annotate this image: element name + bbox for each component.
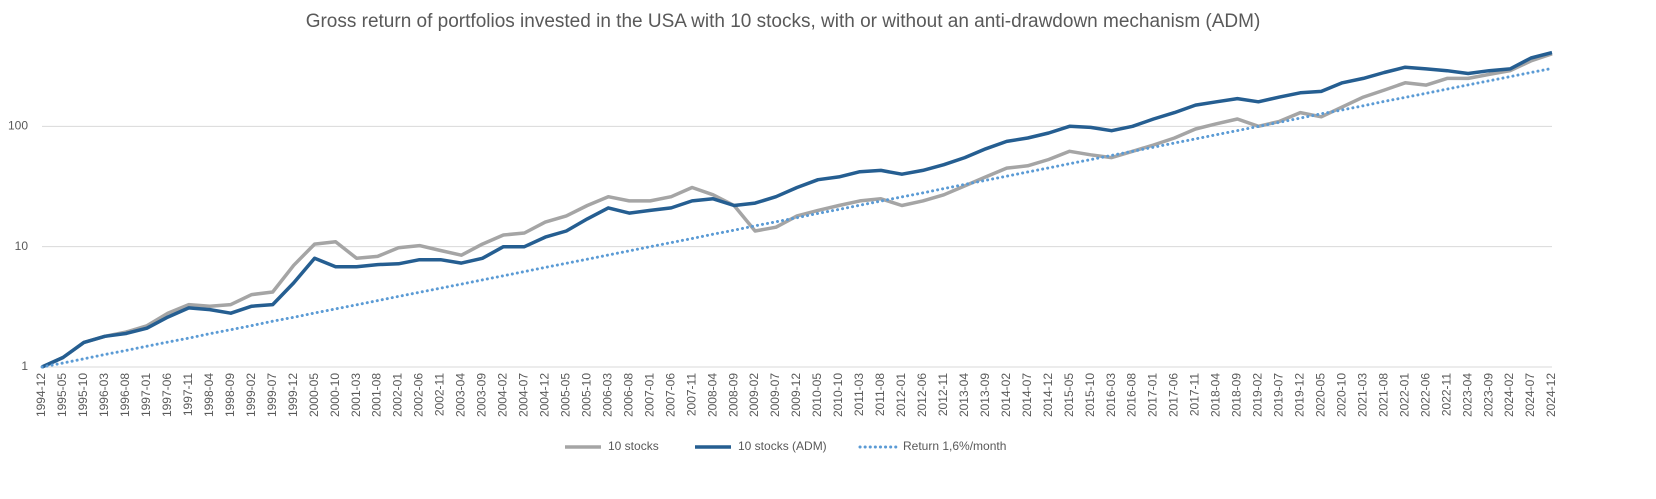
- chart-title: Gross return of portfolios invested in t…: [306, 11, 1261, 32]
- x-tick-label: 2002-06: [412, 373, 426, 417]
- x-tick-label: 2011-08: [873, 373, 887, 416]
- series-line: [40, 66, 1554, 369]
- x-tick-label: 1999-12: [286, 373, 300, 417]
- x-tick-label: 1997-06: [160, 373, 174, 417]
- x-tick-label: 2001-08: [370, 373, 384, 417]
- x-tick-label: 2006-03: [600, 373, 614, 417]
- x-tick-label: 2023-04: [1460, 373, 1474, 417]
- x-tick-label: 1995-05: [55, 373, 69, 417]
- y-tick-label: 10: [15, 239, 29, 253]
- x-tick-label: 2010-05: [810, 373, 824, 417]
- legend-label: 10 stocks (ADM): [738, 439, 827, 453]
- x-tick-label: 1999-02: [244, 373, 258, 417]
- x-tick-label: 2018-09: [1230, 373, 1244, 417]
- x-tick-label: 1996-03: [97, 373, 111, 417]
- x-tick-label: 2002-01: [391, 373, 405, 417]
- x-tick-label: 2013-04: [957, 373, 971, 417]
- x-tick-label: 2010-10: [831, 373, 845, 417]
- x-tick-label: 2015-10: [1083, 373, 1097, 417]
- x-tick-label: 2005-05: [558, 373, 572, 417]
- x-tick-label: 2021-03: [1355, 373, 1369, 417]
- x-tick-label: 2022-06: [1418, 373, 1432, 417]
- x-tick-label: 2014-02: [999, 373, 1013, 417]
- x-tick-label: 2009-12: [789, 373, 803, 417]
- x-tick-label: 2007-06: [663, 373, 677, 417]
- x-tick-label: 2006-08: [621, 373, 635, 417]
- x-tick-label: 2007-11: [684, 373, 698, 416]
- x-tick-label: 2011-03: [852, 373, 866, 416]
- x-tick-label: 2003-04: [454, 373, 468, 417]
- x-tick-label: 1998-09: [223, 373, 237, 417]
- x-tick-label: 2002-11: [433, 373, 447, 416]
- x-tick-label: 2000-05: [307, 373, 321, 417]
- x-tick-label: 1998-04: [202, 373, 216, 417]
- x-tick-label: 2019-12: [1293, 373, 1307, 417]
- x-tick-label: 2017-01: [1146, 373, 1160, 417]
- x-tick-label: 1996-08: [118, 373, 132, 417]
- x-tick-label: 2009-02: [747, 373, 761, 417]
- x-tick-label: 2008-04: [705, 373, 719, 417]
- x-tick-label: 2015-05: [1062, 373, 1076, 417]
- x-tick-label: 2012-06: [915, 373, 929, 417]
- x-tick-label: 1994-12: [34, 373, 48, 417]
- x-tick-label: 2016-08: [1125, 373, 1139, 417]
- x-tick-label: 2019-02: [1251, 373, 1265, 417]
- x-tick-label: 2020-10: [1334, 373, 1348, 417]
- x-tick-label: 2017-06: [1167, 373, 1181, 417]
- x-tick-label: 2019-07: [1272, 373, 1286, 417]
- x-tick-label: 2018-04: [1209, 373, 1223, 417]
- x-tick-label: 2024-07: [1523, 373, 1537, 417]
- x-tick-label: 2009-07: [768, 373, 782, 417]
- x-tick-label: 2008-09: [726, 373, 740, 417]
- series-line: [41, 50, 1553, 369]
- series-line: [41, 52, 1553, 369]
- x-tick-label: 2022-11: [1439, 373, 1453, 416]
- legend-label: 10 stocks: [608, 439, 659, 453]
- x-tick-label: 2012-11: [936, 373, 950, 416]
- x-tick-label: 2004-12: [538, 373, 552, 417]
- x-tick-label: 2016-03: [1104, 373, 1118, 417]
- x-tick-label: 2003-09: [475, 373, 489, 417]
- x-tick-label: 2000-10: [328, 373, 342, 417]
- x-tick-label: 2021-08: [1376, 373, 1390, 417]
- x-tick-label: 2001-03: [349, 373, 363, 417]
- x-tick-label: 2004-02: [496, 373, 510, 417]
- x-tick-label: 2005-10: [579, 373, 593, 417]
- legend-label: Return 1,6%/month: [903, 439, 1006, 453]
- x-tick-label: 2022-01: [1397, 373, 1411, 417]
- y-tick-label: 1: [21, 359, 28, 373]
- x-tick-label: 2020-05: [1313, 373, 1327, 417]
- x-tick-label: 1999-07: [265, 373, 279, 417]
- x-tick-label: 2014-12: [1041, 373, 1055, 417]
- x-tick-label: 2004-07: [517, 373, 531, 417]
- x-tick-label: 2014-07: [1020, 373, 1034, 417]
- x-tick-label: 1995-10: [76, 373, 90, 417]
- x-tick-label: 2023-09: [1481, 373, 1495, 417]
- x-tick-label: 2013-09: [978, 373, 992, 417]
- x-tick-label: 2024-12: [1544, 373, 1558, 417]
- x-tick-label: 2017-11: [1188, 373, 1202, 416]
- x-tick-label: 2024-02: [1502, 373, 1516, 417]
- x-tick-label: 2007-01: [642, 373, 656, 417]
- x-tick-label: 2012-01: [894, 373, 908, 417]
- x-tick-label: 1997-11: [181, 373, 195, 416]
- y-tick-label: 100: [8, 119, 28, 133]
- x-tick-label: 1997-01: [139, 373, 153, 417]
